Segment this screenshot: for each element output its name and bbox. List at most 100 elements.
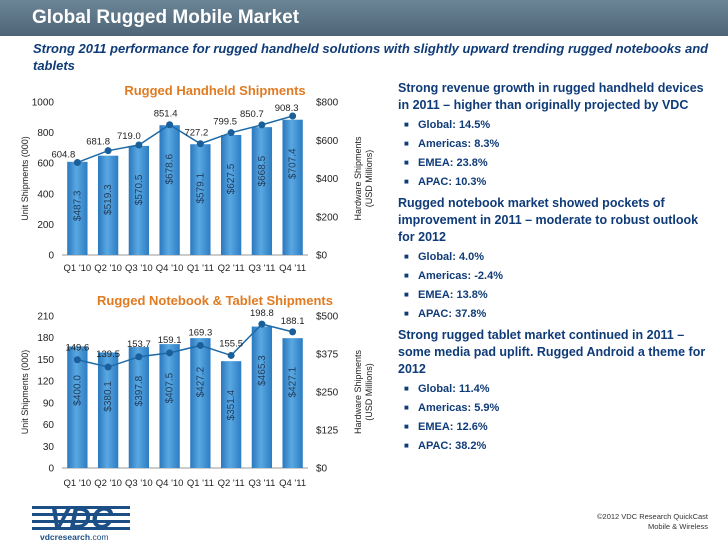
- y2-tick-label: $375: [316, 350, 339, 361]
- line-value-label: 908.3: [275, 103, 299, 114]
- line-point: [73, 356, 81, 364]
- bar-value-label: $380.1: [103, 381, 114, 412]
- bullet-item: EMEA: 13.8%: [404, 288, 713, 302]
- y-tick-label: 800: [37, 128, 54, 139]
- bar-value-label: $519.3: [103, 184, 114, 215]
- line-point: [227, 129, 235, 137]
- y-tick-label: 90: [43, 398, 55, 409]
- bar: [251, 127, 273, 255]
- x-tick-label: Q4 '10: [156, 478, 184, 489]
- copyright-note: ©2012 VDC Research QuickCast Mobile & Wi…: [520, 512, 708, 532]
- line-value-label: 149.6: [65, 343, 89, 354]
- y-tick-label: 180: [37, 333, 54, 344]
- line-value-label: 159.1: [158, 335, 182, 346]
- bar-value-label: $707.4: [288, 148, 299, 179]
- bullet-item: EMEA: 12.6%: [404, 420, 713, 434]
- section-handheld: Strong revenue growth in rugged handheld…: [398, 80, 713, 189]
- y2-tick-label: $400: [316, 174, 339, 185]
- bar-value-label: $400.0: [72, 375, 83, 406]
- y-axis-title: Unit Shipments (000): [20, 136, 30, 221]
- line-point: [289, 112, 297, 120]
- y-tick-label: 150: [37, 355, 54, 366]
- section-notebook: Rugged notebook market showed pockets of…: [398, 195, 713, 321]
- bullet-item: APAC: 37.8%: [404, 307, 713, 321]
- y-tick-label: 60: [43, 420, 55, 431]
- y-tick-label: 120: [37, 377, 54, 388]
- bar: [190, 338, 211, 468]
- y2-tick-label: $250: [316, 388, 339, 399]
- x-tick-label: Q3 '11: [248, 263, 275, 274]
- line-point: [104, 147, 112, 155]
- bar: [190, 144, 211, 255]
- bullet-item: APAC: 10.3%: [404, 175, 713, 189]
- bar: [282, 119, 303, 255]
- line-point: [135, 141, 143, 149]
- line-point: [135, 353, 143, 361]
- bar: [282, 338, 303, 468]
- bar: [128, 145, 150, 255]
- section-tablet: Strong rugged tablet market continued in…: [398, 327, 713, 453]
- section-heading: Strong rugged tablet market continued in…: [398, 328, 706, 376]
- line-value-label: 188.1: [281, 316, 305, 327]
- line-value-label: 155.5: [219, 338, 243, 349]
- bar-value-label: $397.8: [134, 375, 145, 406]
- bullet-item: APAC: 38.2%: [404, 439, 713, 453]
- bar: [97, 155, 119, 255]
- bar-value-label: $351.4: [226, 389, 237, 420]
- y-tick-label: 1000: [32, 98, 55, 109]
- x-tick-label: Q1 '10: [64, 478, 92, 489]
- line-value-label: 799.5: [213, 117, 237, 128]
- y-tick-label: 30: [43, 442, 55, 453]
- line-point: [289, 328, 297, 336]
- bar: [220, 361, 242, 468]
- copyright-text: ©2012 VDC Research QuickCast: [597, 512, 708, 521]
- y-tick-label: 0: [48, 251, 54, 262]
- bar-value-label: $465.3: [257, 355, 268, 386]
- x-tick-label: Q2 '11: [218, 263, 245, 274]
- bullet-item: Americas: 8.3%: [404, 137, 713, 151]
- line-point: [73, 158, 81, 166]
- bar-value-label: $427.2: [195, 366, 206, 397]
- bar: [251, 326, 273, 468]
- y2-tick-label: $600: [316, 136, 339, 147]
- bullet-item: EMEA: 23.8%: [404, 156, 713, 170]
- section-heading: Strong revenue growth in rugged handheld…: [398, 81, 704, 112]
- bullet-item: Global: 14.5%: [404, 118, 713, 132]
- line-value-label: 851.4: [154, 109, 178, 120]
- chart-title: Rugged Notebook & Tablet Shipments: [97, 293, 333, 308]
- y2-axis-title-unit: (USD Millions): [364, 150, 374, 208]
- bar-value-label: $407.5: [165, 372, 176, 403]
- url-suffix: .com: [90, 532, 109, 542]
- y2-axis-title: Hardware Shipments: [353, 349, 363, 434]
- y2-axis-title-unit: (USD Millions): [364, 363, 374, 421]
- line-value-label: 604.8: [51, 149, 75, 160]
- y-axis-title: Unit Shipments (000): [20, 350, 30, 435]
- line-series: [77, 323, 293, 368]
- vdc-logo: VDC: [32, 503, 130, 531]
- x-tick-label: Q3 '11: [248, 478, 275, 489]
- y2-tick-label: $500: [316, 312, 339, 323]
- line-value-label: 139.5: [96, 349, 120, 360]
- bar: [159, 344, 180, 468]
- bar: [220, 134, 242, 255]
- bar: [128, 347, 150, 468]
- line-point: [258, 320, 266, 328]
- bullet-item: Americas: -2.4%: [404, 269, 713, 283]
- line-value-label: 719.0: [117, 131, 141, 142]
- y2-tick-label: $125: [316, 426, 339, 437]
- x-tick-label: Q4 '11: [279, 263, 306, 274]
- bar-value-label: $487.3: [72, 190, 83, 221]
- y2-axis-title: Hardware Shipments: [353, 136, 363, 221]
- bar: [97, 352, 119, 468]
- line-point: [258, 121, 266, 129]
- line-point: [196, 341, 204, 349]
- y2-tick-label: $0: [316, 464, 328, 475]
- line-value-label: 198.8: [250, 308, 274, 319]
- title-bar: Global Rugged Mobile Market: [0, 0, 728, 36]
- category-text: Mobile & Wireless: [647, 522, 708, 531]
- website-url[interactable]: vdcresearch.com: [40, 532, 109, 542]
- y-tick-label: 200: [37, 220, 54, 231]
- bar: [67, 161, 88, 255]
- line-value-label: 153.7: [127, 339, 151, 350]
- x-tick-label: Q4 '10: [156, 263, 184, 274]
